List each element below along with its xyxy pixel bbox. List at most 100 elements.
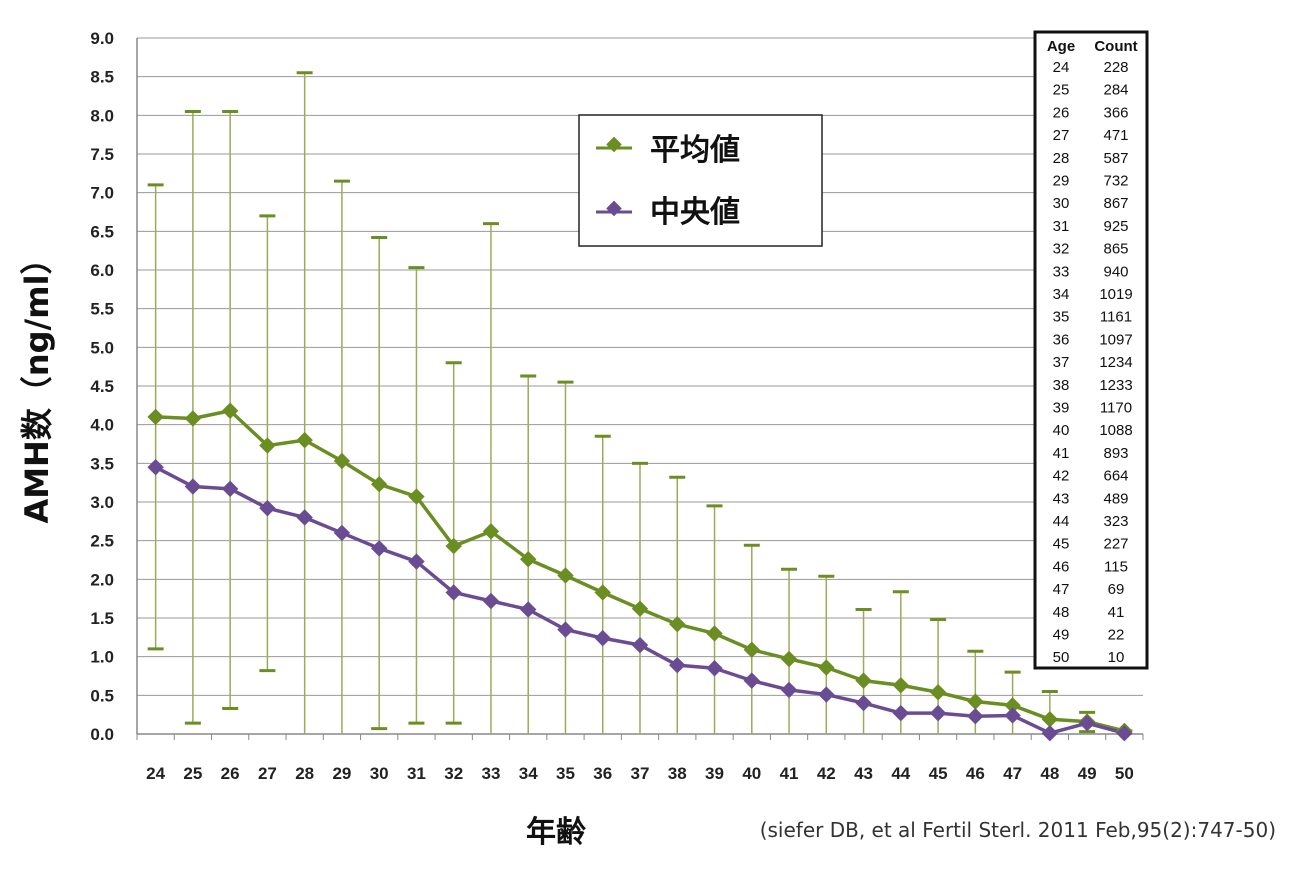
data-point-series-0 bbox=[743, 641, 760, 658]
data-point-series-1 bbox=[967, 708, 984, 725]
table-cell-age: 33 bbox=[1053, 263, 1070, 280]
y-tick-label: 3.5 bbox=[90, 454, 114, 473]
x-tick-label: 48 bbox=[1040, 764, 1059, 783]
table-cell-count: 366 bbox=[1103, 104, 1128, 121]
data-point-series-0 bbox=[818, 659, 835, 676]
table-cell-age: 32 bbox=[1053, 241, 1070, 258]
data-point-series-1 bbox=[557, 621, 574, 638]
x-tick-label: 45 bbox=[929, 764, 948, 783]
data-point-series-1 bbox=[669, 656, 686, 674]
x-axis-ticks: 24 25 26 27 28 29 30 31 32 33 34 35 36 37 38 39 40 41 42 43… bbox=[136, 734, 1144, 783]
y-axis-title: AMH数（ng/ml） bbox=[18, 242, 56, 523]
y-tick-label: 7.0 bbox=[90, 184, 114, 203]
y-tick-label: 0.0 bbox=[90, 725, 114, 744]
data-point-series-0 bbox=[631, 600, 649, 617]
y-tick-label: 5.0 bbox=[90, 338, 114, 357]
data-point-series-1 bbox=[482, 592, 500, 610]
table-cell-count: 925 bbox=[1103, 218, 1128, 235]
legend-box bbox=[578, 114, 823, 247]
x-tick-label: 42 bbox=[817, 764, 836, 783]
data-point-series-1 bbox=[743, 672, 760, 689]
table-cell-age: 47 bbox=[1053, 581, 1070, 598]
table-cell-age: 36 bbox=[1053, 331, 1070, 348]
table-header-age: Age bbox=[1047, 38, 1075, 55]
table-cell-age: 29 bbox=[1053, 173, 1070, 190]
x-tick-label: 41 bbox=[780, 764, 799, 783]
table-cell-age: 39 bbox=[1053, 400, 1070, 417]
series-markers bbox=[147, 402, 1133, 742]
data-point-series-1 bbox=[520, 601, 537, 618]
data-point-series-0 bbox=[892, 677, 910, 694]
table-cell-count: 1234 bbox=[1099, 354, 1132, 371]
table-cell-age: 49 bbox=[1053, 627, 1070, 644]
data-point-series-0 bbox=[482, 523, 500, 540]
data-point-series-1 bbox=[780, 681, 798, 699]
data-point-series-0 bbox=[669, 615, 686, 633]
data-point-series-0 bbox=[147, 408, 164, 426]
table-cell-age: 42 bbox=[1053, 468, 1070, 485]
table-cell-count: 228 bbox=[1103, 59, 1128, 76]
table-cell-age: 40 bbox=[1053, 422, 1070, 439]
table-cell-age: 43 bbox=[1053, 490, 1070, 507]
table-cell-age: 25 bbox=[1053, 82, 1070, 99]
x-tick-label: 31 bbox=[407, 764, 426, 783]
table-rows: 24 228 25 284 26 366 27 471 28 587 29 732 30 867 31 925… bbox=[1053, 59, 1133, 666]
table-cell-count: 1097 bbox=[1099, 331, 1132, 348]
y-tick-label: 4.0 bbox=[90, 416, 114, 435]
x-tick-label: 32 bbox=[444, 764, 463, 783]
table-cell-age: 24 bbox=[1053, 59, 1070, 76]
x-tick-label: 39 bbox=[705, 764, 724, 783]
table-cell-count: 41 bbox=[1108, 604, 1125, 621]
table-cell-age: 26 bbox=[1053, 104, 1070, 121]
data-point-series-0 bbox=[296, 431, 313, 449]
x-tick-label: 27 bbox=[258, 764, 277, 783]
table-cell-count: 323 bbox=[1103, 513, 1128, 530]
table-cell-count: 732 bbox=[1103, 173, 1128, 190]
x-tick-label: 38 bbox=[668, 764, 687, 783]
y-tick-label: 5.5 bbox=[90, 300, 114, 319]
count-table: Age Count 24 228 25 284 26 366 27 471 28 587 29 732… bbox=[1033, 30, 1149, 670]
table-cell-age: 37 bbox=[1053, 354, 1070, 371]
table-cell-count: 115 bbox=[1104, 558, 1128, 575]
table-cell-age: 30 bbox=[1053, 195, 1070, 212]
data-point-series-0 bbox=[408, 488, 425, 505]
y-tick-label: 3.0 bbox=[90, 493, 114, 512]
x-tick-label: 50 bbox=[1115, 764, 1134, 783]
x-tick-label: 43 bbox=[854, 764, 873, 783]
y-tick-label: 2.0 bbox=[90, 570, 114, 589]
y-tick-label: 8.5 bbox=[90, 68, 114, 87]
y-tick-label: 9.0 bbox=[90, 29, 114, 48]
x-tick-label: 44 bbox=[891, 764, 910, 783]
table-cell-age: 45 bbox=[1053, 536, 1070, 553]
y-axis-ticks: 0.0 0.5 1.0 1.5 2.0 2.5 3.0 3.5 4.0 4.5 5.0 5.5 6.0 6… bbox=[90, 29, 114, 744]
data-point-series-1 bbox=[221, 480, 239, 498]
data-point-series-0 bbox=[445, 537, 462, 555]
table-cell-age: 35 bbox=[1053, 309, 1070, 326]
table-cell-count: 22 bbox=[1108, 627, 1125, 644]
table-cell-count: 1233 bbox=[1099, 377, 1132, 394]
x-tick-label: 33 bbox=[482, 764, 501, 783]
x-axis-title: 年齢 bbox=[526, 815, 586, 850]
data-point-series-0 bbox=[520, 551, 537, 568]
data-point-series-0 bbox=[855, 672, 872, 689]
table-cell-age: 41 bbox=[1053, 445, 1070, 462]
table-cell-count: 489 bbox=[1103, 490, 1128, 507]
table-cell-count: 940 bbox=[1103, 263, 1128, 280]
data-point-series-1 bbox=[408, 553, 425, 570]
table-cell-age: 34 bbox=[1053, 286, 1070, 303]
x-tick-label: 29 bbox=[332, 764, 351, 783]
table-cell-count: 587 bbox=[1103, 150, 1128, 167]
table-cell-count: 284 bbox=[1103, 82, 1128, 99]
data-point-series-1 bbox=[259, 499, 276, 517]
x-tick-label: 30 bbox=[370, 764, 389, 783]
data-point-series-1 bbox=[929, 704, 947, 722]
table-cell-count: 865 bbox=[1103, 241, 1128, 258]
data-point-series-0 bbox=[706, 625, 723, 642]
table-cell-count: 1019 bbox=[1099, 286, 1132, 303]
data-point-series-1 bbox=[445, 584, 462, 601]
table-cell-count: 1161 bbox=[1100, 309, 1132, 326]
data-point-series-1 bbox=[892, 704, 910, 722]
table-cell-age: 31 bbox=[1053, 218, 1070, 235]
y-tick-label: 1.5 bbox=[90, 609, 114, 628]
table-cell-count: 227 bbox=[1103, 536, 1128, 553]
